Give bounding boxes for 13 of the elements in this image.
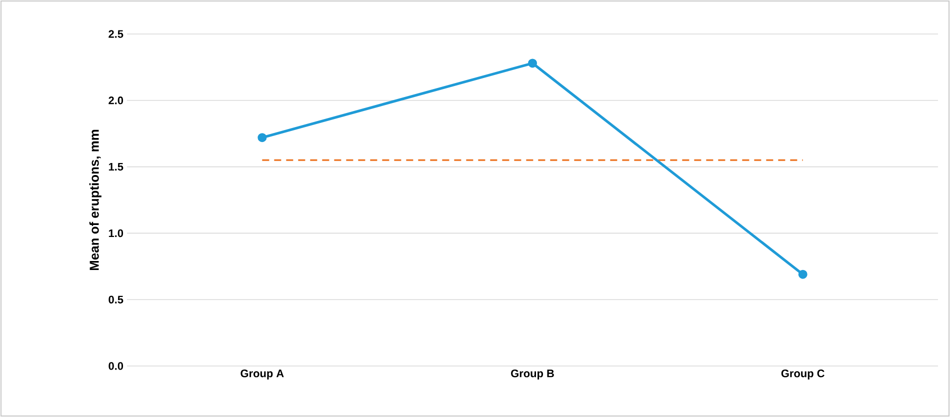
y-axis-title: Mean of eruptions, mm (89, 130, 102, 270)
x-tick-label: Group A (240, 370, 284, 380)
point (798, 270, 808, 279)
x-tick-label: Group B (511, 370, 554, 380)
y-tick-label: 0.5 (108, 296, 124, 304)
y-tick-label: 2.0 (108, 96, 124, 104)
x-tick-label: Group C (781, 370, 824, 380)
y-tick-label: 0.0 (108, 362, 124, 370)
point (528, 58, 538, 68)
y-tick-label: 1.5 (108, 162, 124, 171)
point (258, 133, 267, 142)
y-tick-label: 1.0 (108, 229, 124, 238)
y-tick-label: 2.5 (108, 30, 124, 38)
